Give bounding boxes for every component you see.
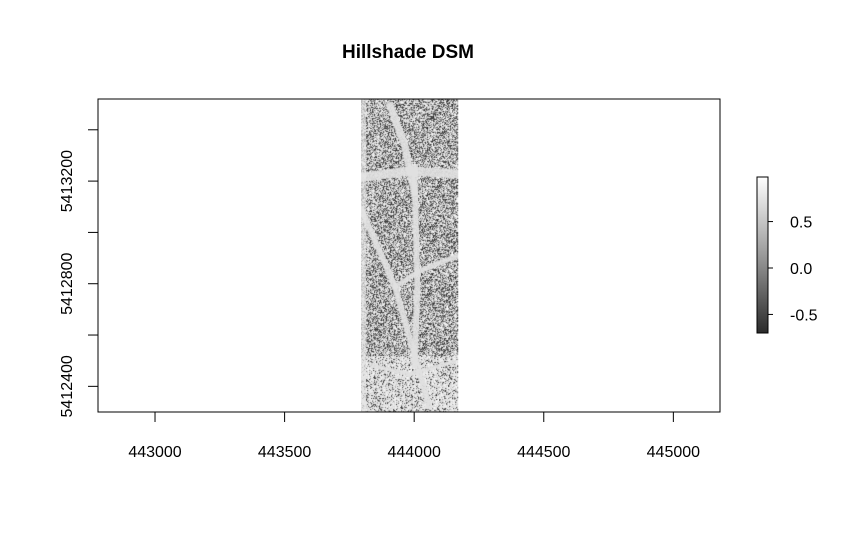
colorbar: [756, 176, 769, 334]
y-tick-label: 5412400: [59, 355, 76, 417]
legend-tick-label: 0.5: [790, 215, 812, 232]
legend-tick-label: 0.0: [790, 261, 812, 278]
legend-colorbar: 0.5 0.0 -0.5: [756, 176, 818, 334]
x-tick-label: 445000: [647, 444, 700, 461]
chart-title: Hillshade DSM: [342, 42, 474, 63]
hillshade-raster: [361, 99, 459, 412]
y-axis: 5412400 5412800 5413200: [59, 129, 99, 417]
y-tick-label: 5412800: [59, 252, 76, 314]
x-tick-label: 443500: [258, 444, 311, 461]
legend-tick-label: -0.5: [790, 307, 818, 324]
x-axis: 443000 443500 444000 444500 445000: [128, 411, 700, 461]
x-tick-label: 443000: [128, 444, 181, 461]
raster-layer: [361, 99, 459, 412]
y-tick-label: 5413200: [59, 150, 76, 212]
x-tick-label: 444000: [387, 444, 440, 461]
x-tick-label: 444500: [517, 444, 570, 461]
